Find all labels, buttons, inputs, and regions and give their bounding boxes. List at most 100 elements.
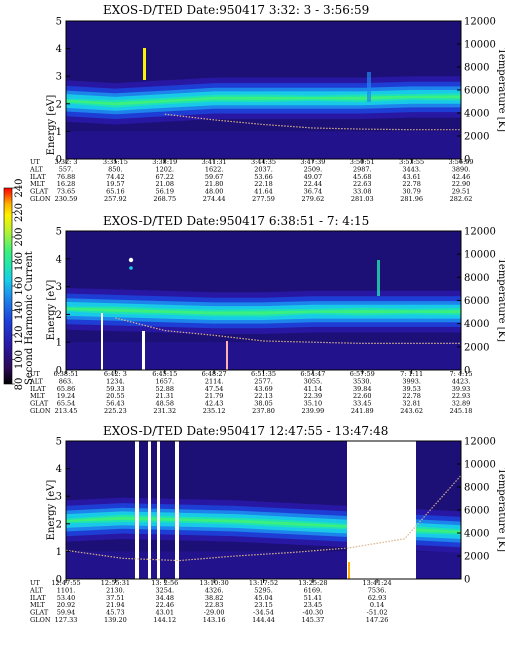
y-tick-label: 2 [56,519,62,530]
ephemeris-cell: 35.10 [304,400,323,408]
ephemeris-cell: 22.63 [353,180,372,188]
ephemeris-cell: 32.89 [452,400,471,408]
ephemeris-cell: 38.05 [254,400,273,408]
ephemeris-cell: 279.62 [302,195,325,203]
ephemeris-cell: 73.65 [57,188,76,196]
ephemeris-cell: 23.15 [254,601,273,609]
colorbar-tick-label: 180 [14,252,25,271]
y-tick-label: 2 [56,99,62,110]
ephemeris-cell: 3:47:39 [300,158,325,166]
y2-tick-label: 4000 [464,319,489,330]
panel-1-title: EXOS-D/TED Date:950417 3:32: 3 - 3:56:59 [103,3,369,17]
ephemeris-cell: 30.79 [402,188,421,196]
y-tick-label: 4 [56,44,62,55]
ephemeris-cell: 144.44 [252,616,275,624]
panel-1-y2label: Temperature [K] [496,48,505,132]
ephemeris-cell: 45.73 [106,609,125,617]
colorbar-tick-label: 100 [14,350,25,369]
y2-tick-label: 8000 [464,273,489,284]
ephemeris-cell: 6:38:51 [53,370,78,378]
ephemeris-cell: 32.81 [402,400,421,408]
ephemeris-cell: 13:17:52 [249,579,278,587]
ephemeris-cell: 268.75 [153,195,176,203]
y-tick-label: 3 [56,72,62,83]
ephemeris-row-label: ILAT [30,594,46,602]
low-energy-region [66,131,461,159]
energy-band-layer [66,95,461,106]
data-gap-mark [101,313,103,370]
y-tick-label: 1 [56,338,62,349]
ephemeris-cell: 22.44 [304,180,323,188]
ephemeris-cell: 22.90 [452,180,471,188]
ephemeris-cell: 20.55 [106,392,125,400]
ephemeris-cell: 33.08 [353,188,372,196]
ephemeris-cell: 850. [108,165,122,173]
ephemeris-cell: 213.45 [55,407,78,415]
ephemeris-cell: 127.33 [55,616,78,624]
ephemeris-cell: 7: 4:15 [450,370,473,378]
data-gap-mark [148,441,151,579]
panel-1-ylabel: Energy [eV] [46,95,57,156]
ephemeris-cell: 6:45:15 [152,370,177,378]
panel-2-y2label: Temperature [K] [496,258,505,342]
ephemeris-cell: 6:57:59 [350,370,375,378]
ephemeris-cell: 0.14 [370,601,384,609]
ephemeris-cell: 39.84 [353,385,372,393]
y2-tick-label: 4000 [464,109,489,120]
panel-2-title: EXOS-D/TED Date:950417 6:38:51 - 7: 4:15 [103,214,369,228]
data-gap-mark [175,441,179,579]
ephemeris-cell: 65.54 [57,400,76,408]
ephemeris-cell: 45.68 [353,173,372,181]
y2-tick-label: 12000 [464,227,496,238]
ephemeris-cell: 1234. [106,377,125,385]
ephemeris-cell: 22.60 [353,392,372,400]
intense-point [128,257,134,263]
ephemeris-cell: 3:56:59 [448,158,473,166]
y2-tick-label: 8000 [464,483,489,494]
ephemeris-cell: 22.78 [402,180,421,188]
ephemeris-cell: 22.83 [205,601,224,609]
ephemeris-cell: 59.67 [205,173,224,181]
ephemeris-cell: 16.28 [57,180,76,188]
ephemeris-cell: 231.32 [153,407,176,415]
ephemeris-cell: 21.94 [106,601,125,609]
ephemeris-cell: 65.16 [106,188,125,196]
ephemeris-cell: 53.66 [254,173,273,181]
ephemeris-cell: 74.42 [106,173,125,181]
ephemeris-cell: 2130. [106,586,125,594]
low-energy-region [66,342,461,370]
ephemeris-row-label: MLT [30,392,45,400]
ephemeris-cell: 3:44:35 [251,158,276,166]
ephemeris-cell: 3:53:55 [399,158,424,166]
colorbar-tick-label: 80 [14,378,25,391]
ephemeris-row-label: GLAT [30,188,49,196]
ephemeris-row-label: ALT [29,165,43,173]
ephemeris-cell: 2037. [254,165,273,173]
temperature-curve [115,317,461,344]
y2-tick-label: 12000 [464,437,496,448]
ephemeris-cell: 39.53 [402,385,421,393]
panel-2-ylabel: Energy [eV] [46,280,57,341]
data-gap-mark [135,441,139,579]
y-tick-label: 5 [56,17,62,28]
ephemeris-cell: 282.62 [450,195,473,203]
ephemeris-row-label: GLON [30,195,51,203]
ephemeris-row-label: ILAT [30,385,46,393]
ephemeris-cell: 3443. [402,165,421,173]
y-tick-label: 1 [56,547,62,558]
ephemeris-cell: 281.96 [400,195,423,203]
ephemeris-cell: 2114. [205,377,224,385]
ephemeris-cell: 47.54 [205,385,224,393]
y-tick-label: 5 [56,437,62,448]
ephemeris-row-label: ILAT [30,173,46,181]
ephemeris-cell: 3:35:15 [103,158,128,166]
temperature-curve [65,475,462,562]
energy-band-layer [66,516,461,534]
colorbar-tick-label: 160 [14,276,25,295]
ephemeris-row-label: UT [30,370,40,378]
ephemeris-cell: 3:50:51 [350,158,375,166]
spectrogram-panel-3: EXOS-D/TED Date:950417 12:47:55 - 13:47:… [29,424,505,624]
y-tick-label: 4 [56,254,62,265]
ephemeris-row-label: UT [30,158,40,166]
ephemeris-cell: 12:47:55 [51,579,80,587]
